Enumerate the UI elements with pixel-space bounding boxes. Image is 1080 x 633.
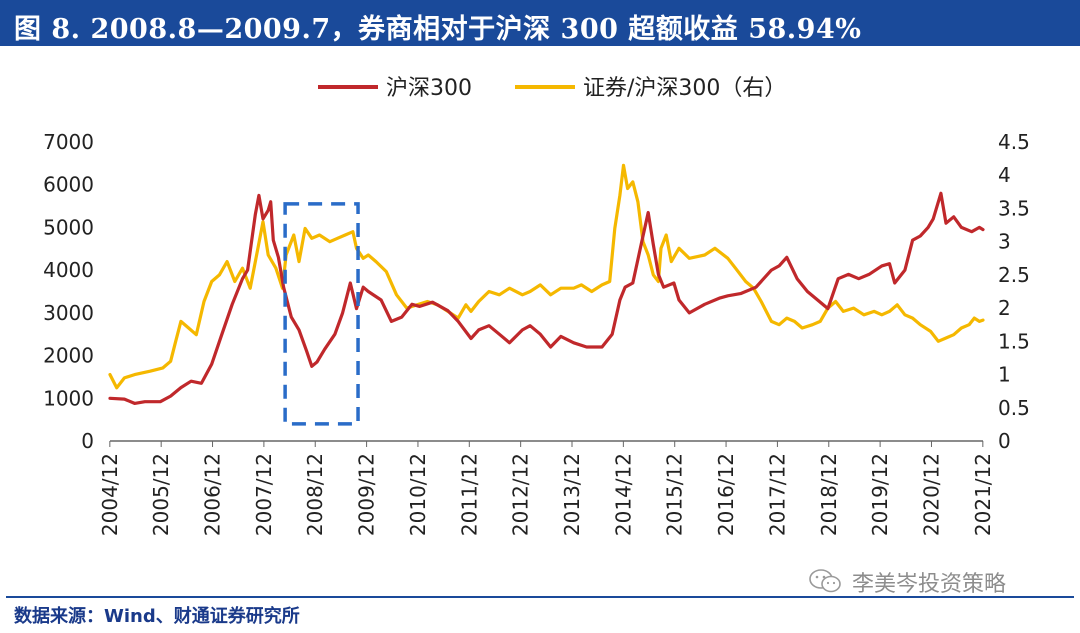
x-tick-label: 2017/12: [765, 453, 789, 536]
footer-rule: [6, 596, 1074, 598]
y-right-tick-label: 0.5: [998, 396, 1030, 420]
watermark-text: 李美岑投资策略: [852, 572, 1007, 597]
data-source: 数据来源：Wind、财通证券研究所: [14, 606, 300, 627]
x-tick-label: 2013/12: [560, 453, 584, 536]
y-left-tick-label: 4000: [43, 258, 94, 282]
y-right-tick-label: 4: [998, 163, 1011, 187]
legend: 沪深300 证券/沪深300（右）: [318, 76, 786, 101]
y-right-tick-label: 1: [998, 363, 1011, 387]
y-right-tick-label: 3.5: [998, 196, 1030, 220]
watermark: 李美岑投资策略: [808, 566, 1058, 597]
x-tick-label: 2018/12: [817, 453, 841, 536]
y-left-tick-label: 6000: [43, 173, 94, 197]
x-tick-label: 2005/12: [149, 453, 173, 536]
x-tick-label: 2008/12: [303, 453, 327, 536]
y-right-tick-label: 4.5: [998, 130, 1030, 154]
x-tick-label: 2019/12: [868, 453, 892, 536]
y-left-tick-label: 5000: [43, 215, 94, 239]
x-tick-label: 2009/12: [355, 453, 379, 536]
x-tick-label: 2012/12: [509, 453, 533, 536]
y-left-tick-label: 2000: [43, 344, 94, 368]
x-tick-label: 2021/12: [971, 453, 995, 536]
series-line-securities-ratio: [108, 163, 985, 390]
wechat-icon: [809, 569, 841, 593]
y-left-tick-label: 7000: [43, 130, 94, 154]
x-tick-label: 2010/12: [406, 453, 430, 536]
highlight-layer: [283, 202, 360, 426]
y-left-tick-label: 3000: [43, 301, 94, 325]
x-tick-label: 2015/12: [663, 453, 687, 536]
legend-label-ratio: 证券/沪深300（右）: [583, 76, 786, 101]
line-chart: 沪深300 证券/沪深300（右） 0 1000 2000 3000 4000 5000 6…: [43, 76, 1030, 536]
chart-title: 图 8. 2008.8—2009.7，券商相对于沪深 300 超额收益 58.9…: [14, 14, 862, 45]
x-tick-label: 2004/12: [98, 453, 122, 536]
highlight-box: [283, 202, 360, 426]
x-tick-label: 2011/12: [457, 453, 481, 536]
x-tick-label: 2016/12: [714, 453, 738, 536]
y-right-tick-label: 2: [998, 296, 1011, 320]
legend-label-hs300: 沪深300: [386, 76, 472, 101]
y-right-tick-label: 0: [998, 429, 1011, 453]
x-tick-label: 2020/12: [919, 453, 943, 536]
series-layer: [108, 163, 985, 405]
y-left-tick-label: 0: [81, 429, 94, 453]
x-tick-label: 2014/12: [611, 453, 635, 536]
series-line-hs300: [108, 191, 985, 405]
title-bar: 图 8. 2008.8—2009.7，券商相对于沪深 300 超额收益 58.9…: [0, 0, 1080, 46]
y-right-tick-label: 1.5: [998, 329, 1030, 353]
axes: 0 1000 2000 3000 4000 5000 6000 7000 0 0.5 1 1.5 2 2.…: [43, 130, 1030, 536]
x-tick-label: 2006/12: [201, 453, 225, 536]
y-right-tick-label: 2.5: [998, 263, 1030, 287]
y-left-tick-label: 1000: [43, 386, 94, 410]
y-right-tick-label: 3: [998, 230, 1011, 254]
x-tick-label: 2007/12: [252, 453, 276, 536]
